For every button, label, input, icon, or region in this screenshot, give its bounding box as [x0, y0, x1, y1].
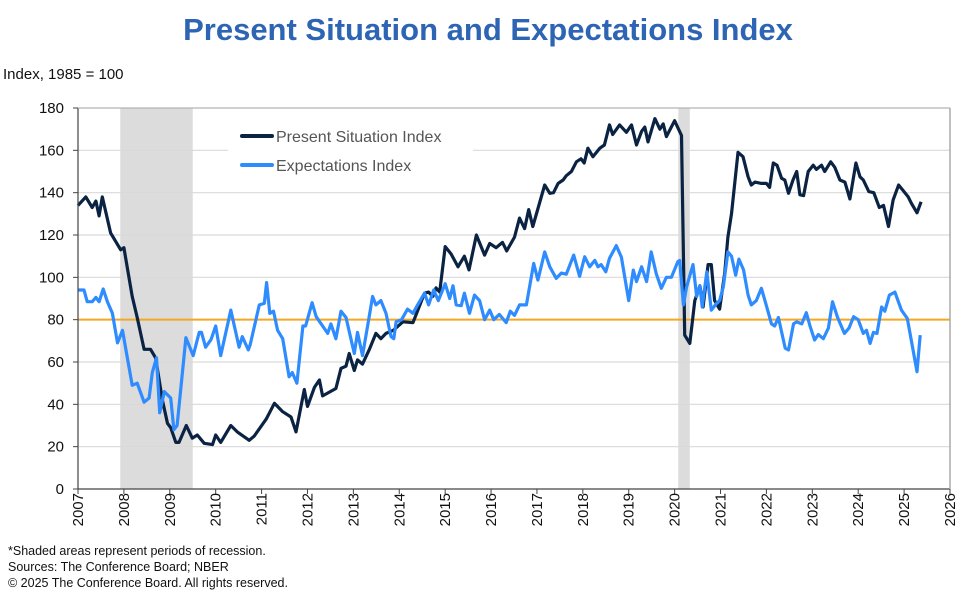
x-tick-label: 2012	[299, 493, 316, 526]
x-tick-label: 2016	[483, 493, 500, 526]
x-tick-label: 2024	[850, 493, 867, 526]
x-tick-label: 2021	[713, 493, 730, 526]
expectations-line	[78, 244, 922, 432]
y-tick-label: 180	[39, 100, 64, 117]
x-tick-label: 2009	[162, 493, 179, 526]
y-tick-label: 0	[56, 481, 64, 498]
y-axis-label: Index, 1985 = 100	[3, 66, 124, 83]
copyright-footnote: © 2025 The Conference Board. All rights …	[8, 576, 288, 590]
x-tick-label: 2020	[667, 493, 684, 526]
x-tick-label: 2010	[208, 493, 225, 526]
gridlines	[78, 107, 950, 448]
series-group	[76, 117, 923, 447]
x-tick-label: 2014	[391, 493, 408, 526]
y-tick-label: 100	[39, 269, 64, 286]
legend: Present Situation Index Expectations Inde…	[228, 118, 473, 176]
axes: 0 20 40 60 80 100 120 140 160 180 2007 2008 2009 2010…	[39, 100, 959, 526]
y-tick-label: 140	[39, 185, 64, 202]
x-tick-label: 2022	[758, 493, 775, 526]
x-tick-label: 2019	[621, 493, 638, 526]
present-situation-line	[76, 117, 923, 447]
y-tick-label: 40	[47, 396, 64, 413]
x-tick-label: 2017	[529, 493, 546, 526]
x-tick-label: 2011	[254, 493, 271, 525]
legend-label: Expectations Index	[276, 158, 411, 175]
x-tick-label: 2007	[70, 493, 87, 526]
x-tick-label: 2015	[437, 493, 454, 526]
y-tick-label: 80	[47, 312, 64, 329]
sources-footnote: Sources: The Conference Board; NBER	[8, 560, 229, 574]
x-tick-label: 2008	[116, 493, 133, 526]
chart-title: Present Situation and Expectations Index	[183, 12, 793, 47]
legend-label: Present Situation Index	[276, 129, 441, 146]
x-tick-label: 2025	[896, 493, 913, 526]
y-tick-label: 60	[47, 354, 64, 371]
x-tick-label: 2026	[942, 493, 959, 526]
x-tick-label: 2013	[345, 493, 362, 526]
x-tick-label: 2018	[575, 493, 592, 526]
x-tick-label: 2023	[804, 493, 821, 526]
y-tick-label: 160	[39, 142, 64, 159]
y-tick-label: 20	[47, 439, 64, 456]
y-tick-label: 120	[39, 227, 64, 244]
recession-footnote: *Shaded areas represent periods of reces…	[8, 544, 266, 558]
